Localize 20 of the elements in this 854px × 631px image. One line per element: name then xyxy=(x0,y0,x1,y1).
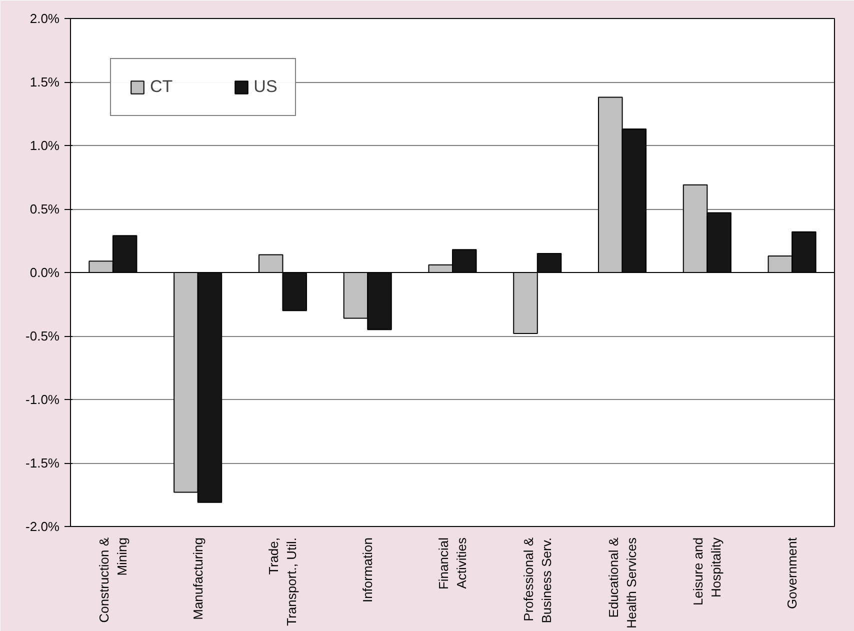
x-tick-label: Government xyxy=(784,537,800,610)
y-tick-label: 0.5% xyxy=(30,202,60,216)
x-tick-label: Leisure and Hospitality xyxy=(690,537,724,606)
legend-label: US xyxy=(254,77,278,97)
y-tick-label: 0.0% xyxy=(30,265,60,280)
y-tick-label: 1.0% xyxy=(30,138,60,153)
legend-label: CT xyxy=(150,77,173,97)
x-tick-label: Trade, Transport., Util. xyxy=(266,537,300,626)
y-tick-label: 2.0% xyxy=(30,11,60,26)
x-tick-label: Construction & Mining xyxy=(96,537,130,623)
x-tick-label: Manufacturing xyxy=(190,537,206,620)
x-tick-label: Information xyxy=(360,537,376,603)
x-tick-label: Financial Activities xyxy=(436,537,469,590)
y-tick-label: -0.5% xyxy=(26,328,60,344)
x-tick-label: Educational & Health Services xyxy=(606,537,639,629)
x-tick-label: Professional & Business Serv. xyxy=(520,537,554,624)
y-tick-label: -2.0% xyxy=(26,519,60,534)
y-tick-label: -1.5% xyxy=(26,456,60,470)
y-tick-label: 1.5% xyxy=(30,74,60,90)
y-tick-label: -1.0% xyxy=(26,392,60,407)
